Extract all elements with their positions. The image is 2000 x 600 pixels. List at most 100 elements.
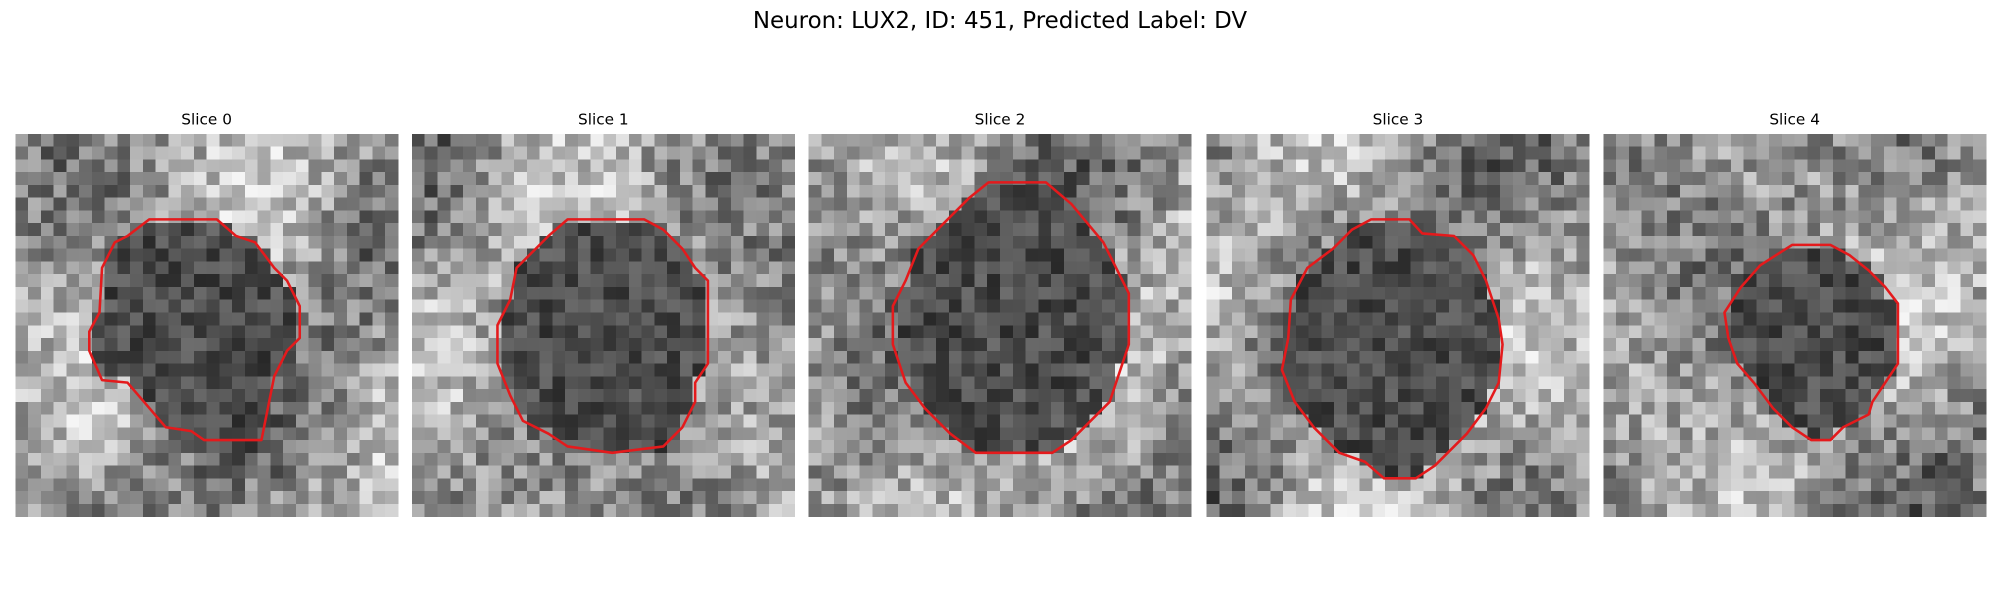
pixel	[834, 401, 848, 415]
pixel	[1051, 389, 1065, 403]
pixel	[1089, 338, 1103, 352]
pixel	[1832, 338, 1847, 352]
pixel	[181, 350, 195, 364]
pixel	[654, 184, 668, 199]
pixel	[1705, 146, 1719, 160]
pixel	[1461, 159, 1475, 173]
pixel	[1308, 159, 1322, 173]
pixel	[385, 261, 399, 275]
pixel	[628, 210, 642, 224]
pixel	[346, 401, 361, 415]
pixel	[244, 223, 259, 237]
pixel	[539, 210, 553, 224]
pixel	[1896, 248, 1910, 262]
pixel	[834, 172, 848, 186]
pixel	[1973, 427, 1987, 441]
pixel	[501, 440, 515, 454]
pixel	[488, 491, 502, 505]
pixel	[1487, 427, 1501, 441]
pixel	[424, 376, 438, 390]
pixel	[1756, 248, 1770, 262]
pixel	[1769, 338, 1783, 352]
pixel	[808, 491, 822, 505]
pixel	[1845, 197, 1859, 211]
pixel	[334, 197, 348, 211]
pixel	[359, 427, 373, 441]
pixel	[1718, 235, 1732, 250]
pixel	[1692, 210, 1706, 224]
pixel	[1102, 478, 1116, 492]
pixel	[1025, 491, 1039, 505]
pixel	[1178, 312, 1192, 326]
pixel	[411, 465, 426, 479]
pixel	[1769, 478, 1783, 492]
pixel	[730, 299, 745, 313]
pixel	[1641, 172, 1655, 186]
pixel	[1960, 350, 1974, 364]
pixel	[769, 350, 783, 364]
pixel	[193, 286, 208, 301]
pixel	[206, 389, 220, 403]
pixel	[270, 299, 284, 313]
pixel	[743, 274, 757, 288]
pixel	[603, 465, 617, 479]
pixel	[1385, 261, 1399, 275]
pixel	[1165, 197, 1179, 211]
pixel	[1551, 235, 1565, 250]
pixel	[948, 312, 963, 326]
pixel	[923, 478, 937, 492]
pixel	[501, 452, 515, 466]
pixel	[897, 452, 912, 466]
pixel	[1270, 261, 1284, 275]
pixel	[385, 248, 399, 262]
pixel	[1178, 338, 1192, 352]
pixel	[1410, 146, 1424, 160]
pixel	[1178, 235, 1192, 250]
pixel	[28, 133, 42, 148]
pixel	[1487, 338, 1501, 352]
pixel	[1474, 491, 1488, 505]
pixel	[270, 210, 284, 224]
pixel	[1832, 133, 1847, 148]
pixel	[781, 312, 796, 326]
pixel	[1012, 440, 1026, 454]
pixel	[923, 427, 937, 441]
pixel	[1076, 223, 1090, 237]
pixel	[1654, 223, 1668, 237]
pixel	[718, 312, 732, 326]
pixel	[1219, 452, 1233, 466]
pixel	[846, 146, 861, 160]
pixel	[463, 389, 477, 403]
pixel	[1244, 465, 1259, 479]
pixel	[1012, 363, 1026, 377]
pixel	[1576, 133, 1590, 148]
pixel	[1960, 389, 1974, 403]
pixel	[1654, 261, 1668, 275]
pixel	[1257, 197, 1271, 211]
pixel	[1922, 338, 1936, 352]
pixel	[270, 172, 284, 186]
pixel	[1871, 491, 1885, 505]
pixel	[1576, 478, 1590, 492]
pixel	[692, 414, 706, 428]
pixel	[974, 133, 988, 148]
pixel	[1025, 338, 1039, 352]
pixel	[283, 363, 297, 377]
pixel	[40, 376, 54, 390]
pixel	[1947, 491, 1961, 505]
pixel	[730, 452, 745, 466]
pixel	[590, 350, 604, 364]
pixel	[1692, 427, 1706, 441]
pixel	[1896, 465, 1910, 479]
pixel	[834, 223, 848, 237]
pixel	[769, 159, 783, 173]
pixel	[283, 146, 297, 160]
pixel	[270, 452, 284, 466]
pixel	[424, 210, 438, 224]
pixel	[718, 325, 732, 339]
pixel	[1947, 274, 1961, 288]
pixel	[1718, 491, 1732, 505]
pixel	[1140, 465, 1154, 479]
pixel	[321, 312, 335, 326]
pixel	[1781, 414, 1796, 428]
